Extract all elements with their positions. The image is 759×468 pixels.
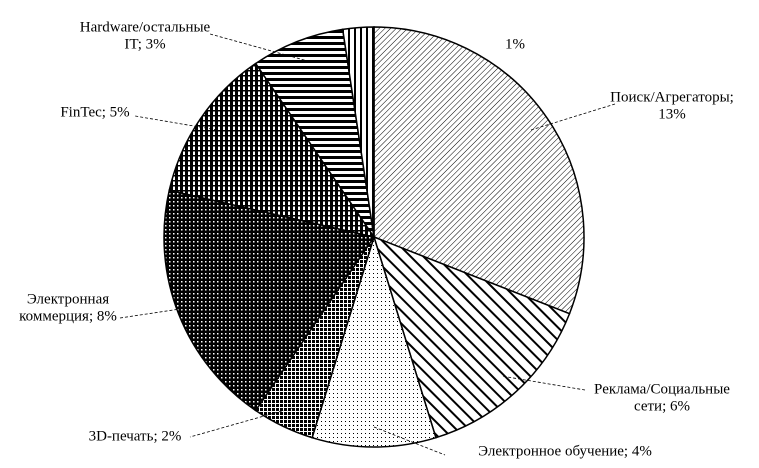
pie-slice [372,235,571,439]
leader-line [134,115,218,131]
pie-slice [163,189,376,412]
slice-label: Hardware/остальные [80,19,211,35]
pie-slice [373,26,585,315]
leader-line [503,375,586,391]
leader-line [373,426,446,456]
slice-label: сети; 6% [634,398,690,414]
slice-label: Электронное обучение; 4% [478,443,652,459]
leader-line [189,407,292,438]
slice-label: Электронная [27,291,109,307]
slice-label: 13% [658,106,686,122]
slice-label: Поиск/Агрегаторы; [610,89,734,105]
slice-label: IT; 3% [124,36,165,52]
slice-label: Реклама/Социальные [594,381,730,397]
slice-label: FinTec; 5% [60,104,129,120]
pie-slice [341,26,375,238]
pie-slice [311,234,437,448]
slice-label: 1% [505,36,525,52]
leader-line [119,306,198,319]
slice-label: 3D-печать; 2% [89,428,182,444]
pie-slice [168,62,376,239]
leader-line [209,33,305,61]
slice-label: коммерция; 8% [19,308,117,324]
